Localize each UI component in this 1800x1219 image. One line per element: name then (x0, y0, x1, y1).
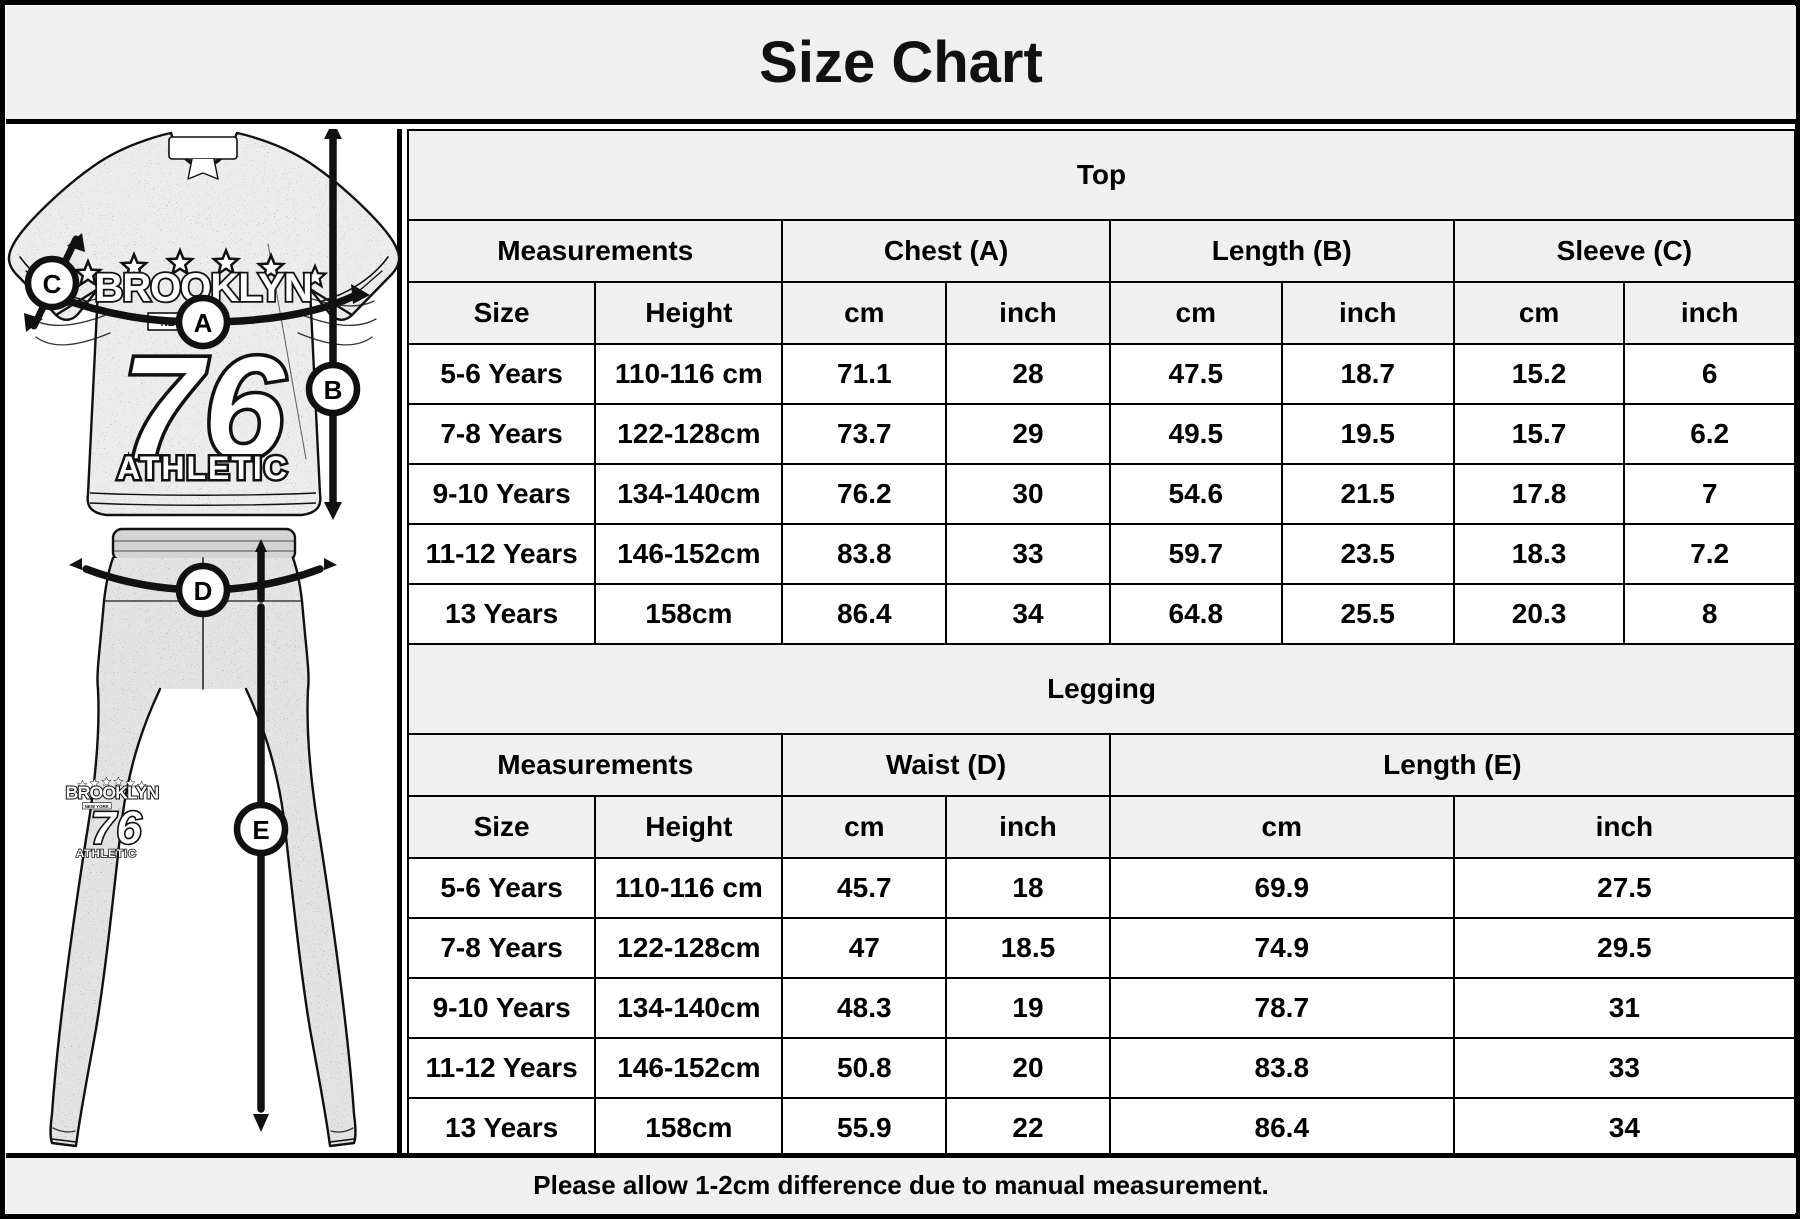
svg-text:B: B (324, 375, 343, 405)
svg-text:76: 76 (90, 801, 143, 853)
svg-text:BROOKLYN: BROOKLYN (66, 783, 159, 803)
svg-text:D: D (194, 576, 213, 606)
svg-text:ATHLETIC: ATHLETIC (76, 848, 137, 860)
svg-text:ATHLETIC: ATHLETIC (117, 450, 289, 486)
svg-text:C: C (43, 269, 62, 299)
svg-text:E: E (252, 815, 269, 845)
svg-text:A: A (194, 308, 213, 338)
